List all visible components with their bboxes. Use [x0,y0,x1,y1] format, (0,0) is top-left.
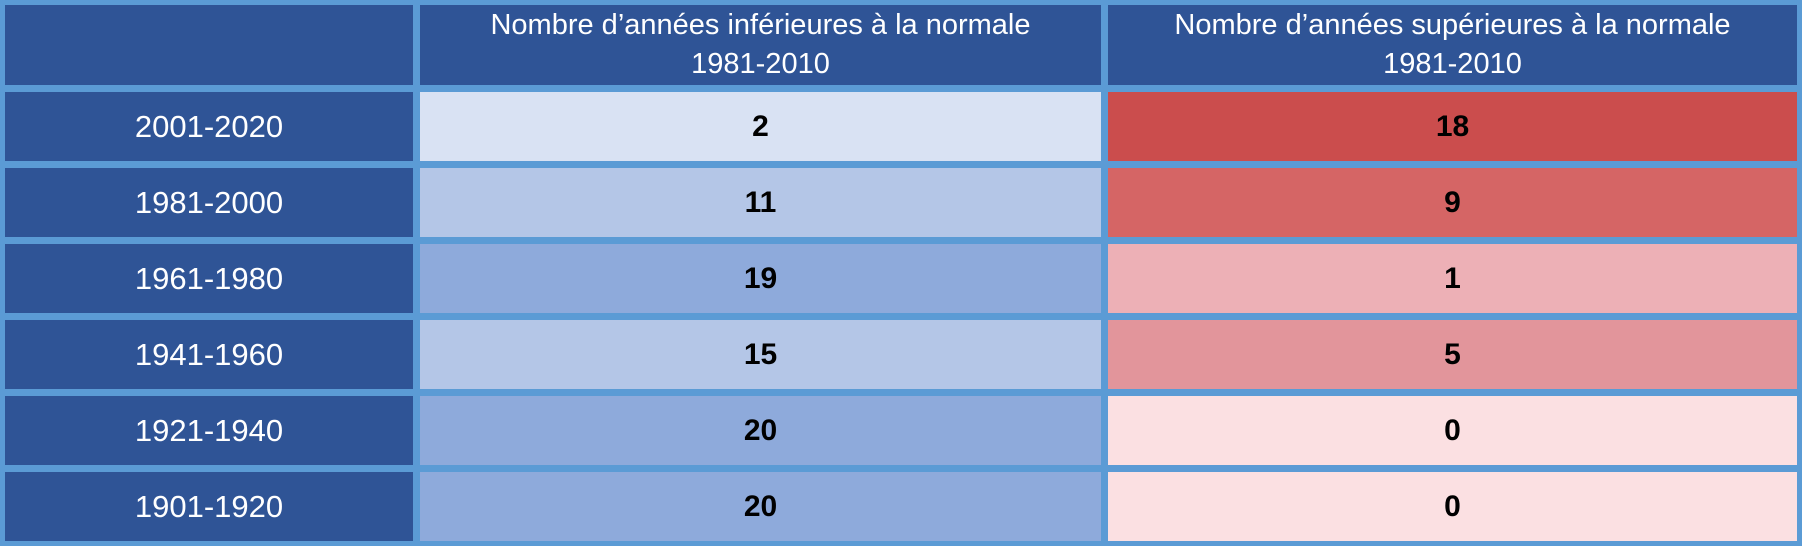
corner-cell [5,5,413,85]
row-label: 1981-2000 [5,168,413,237]
above-normal-cell: 5 [1108,320,1797,389]
row-label: 1901-1920 [5,472,413,541]
row-label: 1921-1940 [5,396,413,465]
above-normal-cell: 0 [1108,396,1797,465]
below-normal-cell: 11 [420,168,1101,237]
below-normal-cell: 19 [420,244,1101,313]
above-normal-cell: 0 [1108,472,1797,541]
below-normal-cell: 20 [420,396,1101,465]
below-normal-cell: 15 [420,320,1101,389]
above-normal-cell: 18 [1108,92,1797,161]
row-label: 1961-1980 [5,244,413,313]
above-normal-cell: 9 [1108,168,1797,237]
column-header-above-normal: Nombre d’années supérieures à la normale… [1108,5,1797,85]
below-normal-cell: 20 [420,472,1101,541]
above-normal-cell: 1 [1108,244,1797,313]
row-label: 1941-1960 [5,320,413,389]
below-normal-cell: 2 [420,92,1101,161]
row-label: 2001-2020 [5,92,413,161]
column-header-below-normal: Nombre d’années inférieures à la normale… [420,5,1101,85]
